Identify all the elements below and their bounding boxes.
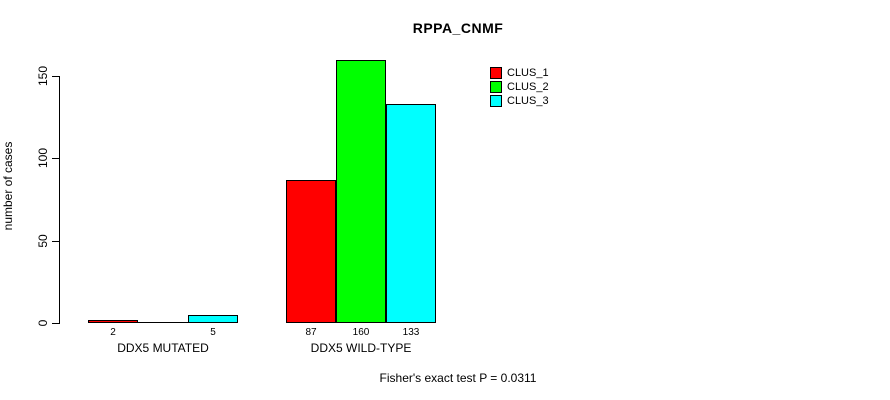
legend-label: CLUS_2 [507,80,549,93]
bar-clus-2-ddx5-wild-type [336,60,386,323]
bar-value-label: 133 [402,327,420,338]
annotation-text: Fisher's exact test P = 0.0311 [379,371,537,385]
legend-item-clus-3: CLUS_3 [490,94,549,107]
bar-clus-1-ddx5-wild-type [286,180,336,323]
bar-value-label: 160 [352,327,370,338]
y-tick [52,76,59,77]
bar-value-label: 2 [110,327,116,338]
legend-label: CLUS_1 [507,66,549,79]
y-axis-line [59,76,60,324]
legend: CLUS_1 CLUS_2 CLUS_3 [490,66,549,108]
x-category-label-ddx5-mutated: DDX5 MUTATED [117,341,209,355]
legend-item-clus-2: CLUS_2 [490,80,549,93]
bar-clus-3-ddx5-wild-type [386,104,436,323]
legend-swatch-clus-3 [490,94,502,107]
bar-clus-3-ddx5-mutated [188,315,238,323]
x-category-label-ddx5-wild-type: DDX5 WILD-TYPE [310,341,412,355]
bar-clus-2-ddx5-mutated [138,322,188,323]
bar-clus-1-ddx5-mutated [88,320,138,323]
legend-label: CLUS_3 [507,94,549,107]
y-tick [52,323,59,324]
bar-value-label: 5 [210,327,216,338]
chart-title: RPPA_CNMF [412,20,504,36]
y-tick-label: 150 [36,65,50,87]
legend-swatch-clus-1 [490,66,502,79]
y-tick [52,158,59,159]
y-tick-label: 50 [36,234,50,248]
y-tick [52,241,59,242]
y-tick-label: 0 [36,319,50,327]
bar-value-label: 87 [305,327,317,338]
legend-swatch-clus-2 [490,80,502,93]
y-tick-label: 100 [36,147,50,169]
legend-item-clus-1: CLUS_1 [490,66,549,79]
